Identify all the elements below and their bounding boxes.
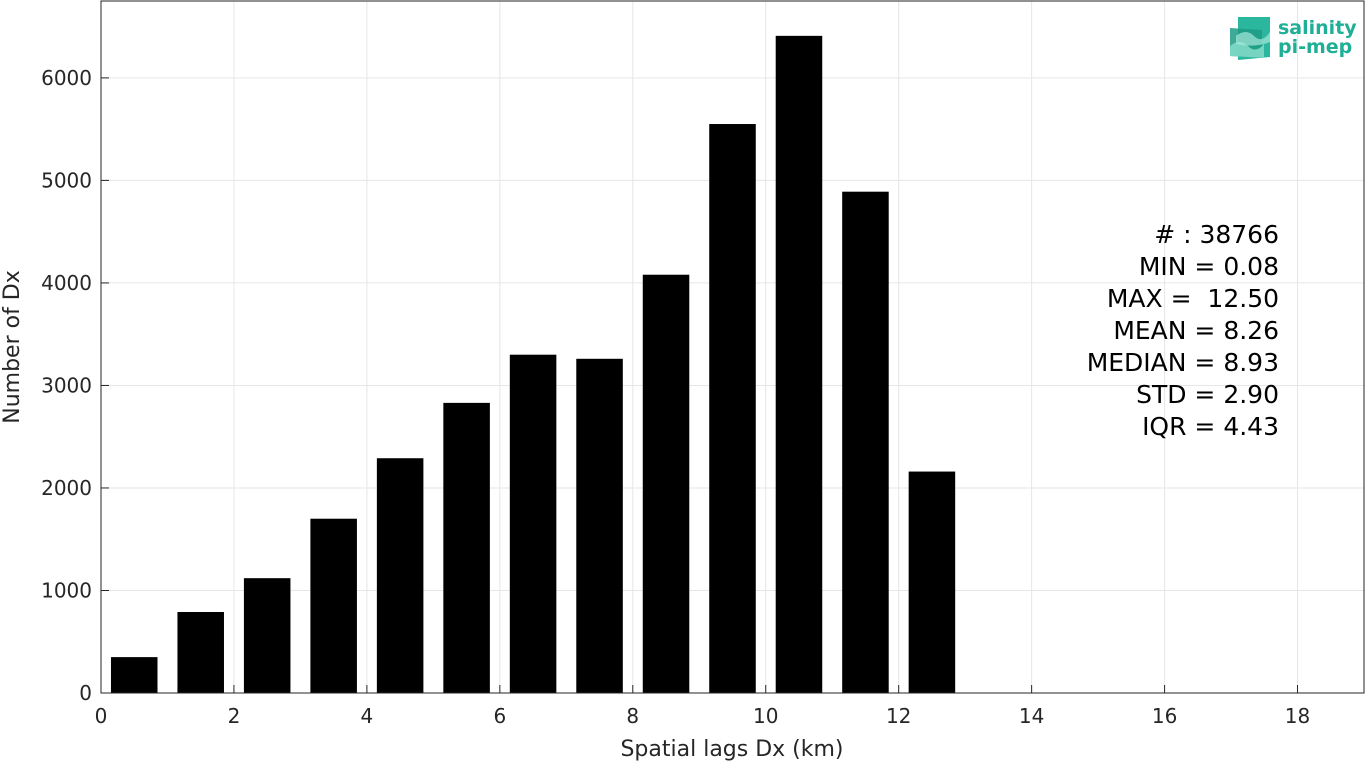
y-tick-labels: 0 1000 2000 3000 4000 5000 6000 [41, 66, 92, 705]
x-axis-label: Spatial lags Dx (km) [620, 737, 843, 762]
axis-ticks [100, 77, 1299, 694]
y-tick-label: 0 [79, 681, 92, 705]
x-tick-label: 12 [886, 704, 911, 728]
histogram-bar [509, 354, 557, 693]
x-tick-label: 2 [228, 704, 241, 728]
y-tick-label: 6000 [41, 66, 92, 90]
histogram-bar [110, 657, 158, 693]
histogram-bar [177, 612, 224, 693]
histogram-bar [709, 124, 756, 694]
plot-frame [100, 0, 1365, 694]
histogram-bar [842, 191, 889, 693]
x-tick-label: 4 [361, 704, 374, 728]
histogram-bar [908, 471, 956, 693]
histogram-bar [443, 402, 490, 693]
bars [110, 35, 956, 694]
x-tick-label: 14 [1019, 704, 1044, 728]
y-tick-label: 2000 [41, 476, 92, 500]
x-tick-label: 18 [1285, 704, 1310, 728]
y-tick-label: 1000 [41, 578, 92, 602]
salinity-pimep-logo: salinity pi-mep [1230, 17, 1357, 60]
x-tick-label: 0 [95, 704, 108, 728]
histogram-bar [775, 35, 823, 693]
stats-line: IQR = 4.43 [1142, 412, 1279, 441]
stats-line: # : 38766 [1154, 220, 1279, 249]
logo-mark-icon [1230, 17, 1270, 60]
stats-line: STD = 2.90 [1136, 380, 1279, 409]
histogram-bar [576, 358, 623, 693]
stats-line: MEAN = 8.26 [1113, 316, 1279, 345]
y-axis-label: Number of Dx [0, 270, 25, 424]
histogram-bar [310, 518, 357, 693]
x-tick-labels: 0 2 4 6 8 10 12 14 16 18 [95, 704, 1311, 728]
stats-line: MEDIAN = 8.93 [1087, 348, 1279, 377]
logo-line2: pi-mep [1278, 36, 1352, 58]
histogram-bar [243, 578, 291, 693]
stats-line: MIN = 0.08 [1139, 252, 1279, 281]
stats-box: # : 38766 MIN = 0.08 MAX = 12.50 MEAN = 8.2… [1087, 220, 1279, 441]
x-tick-label: 10 [753, 704, 778, 728]
y-tick-label: 4000 [41, 271, 92, 295]
x-tick-label: 6 [493, 704, 506, 728]
histogram-bar [376, 458, 424, 693]
logo-line1: salinity [1278, 17, 1357, 39]
y-tick-label: 5000 [41, 168, 92, 192]
x-tick-label: 8 [626, 704, 639, 728]
histogram-bar [642, 274, 690, 693]
stats-line: MAX = 12.50 [1107, 284, 1279, 313]
y-tick-label: 3000 [41, 373, 92, 397]
x-tick-label: 16 [1152, 704, 1177, 728]
